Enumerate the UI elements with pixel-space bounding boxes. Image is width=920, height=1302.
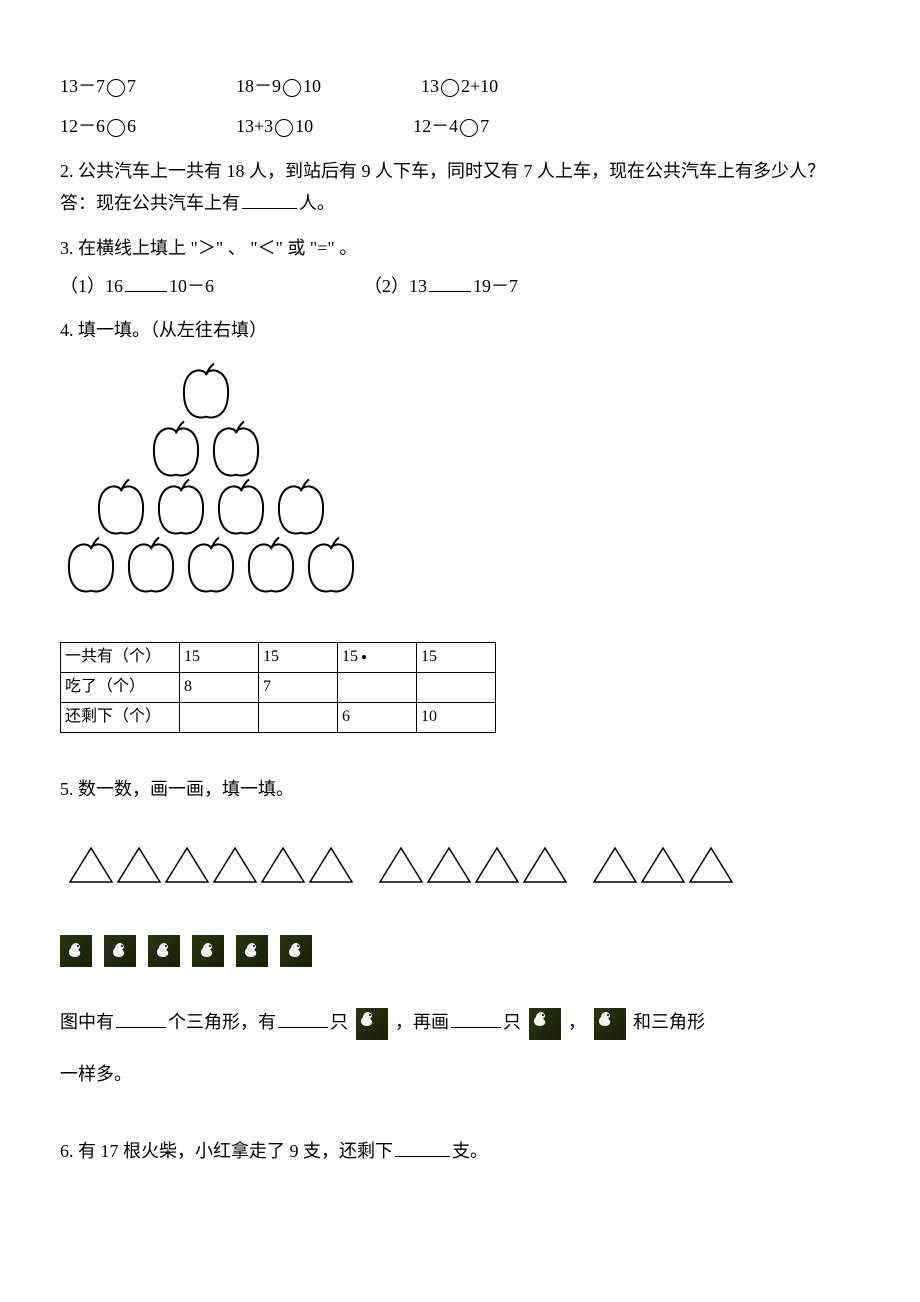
- blank-input[interactable]: [125, 273, 167, 292]
- compare-circle[interactable]: [283, 79, 301, 97]
- table-header: 一共有（个）: [61, 643, 180, 673]
- table-row: 吃了（个） 8 7: [61, 672, 496, 702]
- q4-title: 4. 填一填。（从左往右填）: [60, 314, 860, 346]
- blank-input[interactable]: [116, 1009, 166, 1028]
- duck-icon: [529, 1008, 561, 1040]
- expr: 12－47: [413, 110, 489, 142]
- blank-input[interactable]: [242, 190, 297, 209]
- blank-input[interactable]: [395, 1138, 450, 1157]
- table-cell: 8: [180, 672, 259, 702]
- q5-title: 5. 数一数，画一画，填一填。: [60, 773, 860, 805]
- table-cell[interactable]: [417, 672, 496, 702]
- table-cell[interactable]: [338, 672, 417, 702]
- expr: 13+310: [236, 110, 313, 142]
- table-row: 一共有（个） 15 15 15 15: [61, 643, 496, 673]
- expr: 132+10: [421, 70, 498, 102]
- table-cell: 15: [180, 643, 259, 673]
- expr: 13－77: [60, 70, 136, 102]
- table-cell: 15: [338, 643, 417, 673]
- blank-input[interactable]: [429, 273, 471, 292]
- table-row: 还剩下（个） 6 10: [61, 702, 496, 732]
- q1-row2: 12－66 13+310 12－47: [60, 110, 860, 142]
- compare-circle[interactable]: [441, 79, 459, 97]
- q3a: （1）1610－6: [60, 270, 214, 302]
- q3b: （2）1319－7: [364, 270, 518, 302]
- duck-icon: [192, 935, 224, 967]
- table-cell: 7: [259, 672, 338, 702]
- triangles-row: [60, 840, 860, 900]
- table-header: 吃了（个）: [61, 672, 180, 702]
- q1-row1: 13－77 18－910 132+10: [60, 70, 860, 102]
- q5-sentence-2: 一样多。: [60, 1054, 860, 1095]
- duck-icon: [148, 935, 180, 967]
- duck-icon: [280, 935, 312, 967]
- table-cell[interactable]: [259, 702, 338, 732]
- table-cell[interactable]: [180, 702, 259, 732]
- compare-circle[interactable]: [107, 119, 125, 137]
- q2-text: 2. 公共汽车上一共有 18 人，到站后有 9 人下车，同时又有 7 人上车，现…: [60, 155, 860, 220]
- compare-circle[interactable]: [275, 119, 293, 137]
- table-cell: 15: [259, 643, 338, 673]
- table-cell: 10: [417, 702, 496, 732]
- table-header: 还剩下（个）: [61, 702, 180, 732]
- blank-input[interactable]: [451, 1009, 501, 1028]
- ducks-row: [60, 935, 860, 967]
- table-cell: 15: [417, 643, 496, 673]
- duck-icon: [104, 935, 136, 967]
- compare-circle[interactable]: [460, 119, 478, 137]
- q3-subrow: （1）1610－6 （2）1319－7: [60, 270, 860, 302]
- duck-icon: [60, 935, 92, 967]
- blank-input[interactable]: [278, 1009, 328, 1028]
- expr: 12－66: [60, 110, 136, 142]
- table-cell: 6: [338, 702, 417, 732]
- compare-circle[interactable]: [107, 79, 125, 97]
- q3-title: 3. 在横线上填上 "＞" 、 "＜" 或 "=" 。: [60, 232, 860, 264]
- q6-text: 6. 有 17 根火柴，小红拿走了 9 支，还剩下支。: [60, 1135, 860, 1167]
- apples-figure: [60, 362, 860, 617]
- duck-icon: [594, 1008, 626, 1040]
- duck-icon: [236, 935, 268, 967]
- duck-icon: [356, 1008, 388, 1040]
- q4-table: 一共有（个） 15 15 15 15 吃了（个） 8 7 还剩下（个） 6 10: [60, 642, 496, 732]
- expr: 18－910: [236, 70, 321, 102]
- q5-sentence: 图中有个三角形，有只 ，再画只 ， 和三角形: [60, 1002, 860, 1043]
